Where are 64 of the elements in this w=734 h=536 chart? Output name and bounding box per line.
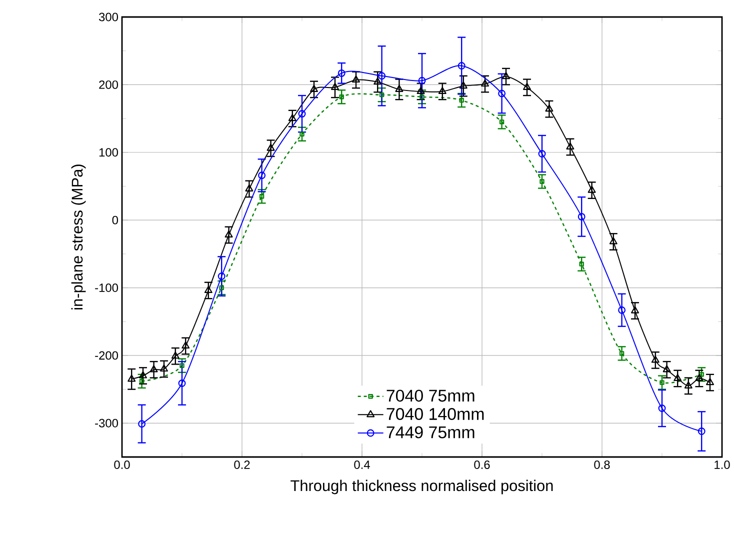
point [502,72,510,80]
point [674,374,682,382]
point [651,356,660,363]
point [258,172,266,180]
point [204,286,212,294]
point [588,186,596,193]
y-tick-label: -300 [95,418,118,428]
point [658,404,666,412]
point [631,306,640,314]
point [395,84,404,92]
point [128,374,136,382]
point [182,341,190,349]
point [266,144,275,151]
point [618,306,626,314]
x-tick-label: 0.0 [114,460,130,469]
point [523,82,532,90]
y-tick-label: -100 [95,284,118,292]
legend-label: 7040 140mm [386,408,484,420]
point [458,62,466,70]
point [538,150,546,158]
y-tick-label: 100 [99,148,118,157]
point [609,237,618,244]
point [578,212,586,220]
point [138,371,147,378]
point [171,352,180,359]
point [698,428,706,436]
point [498,90,506,98]
point [545,104,554,112]
point [662,365,671,372]
point [138,420,146,428]
point [684,381,692,388]
x-axis-title: Through thickness normalised position [290,480,553,494]
point [338,69,346,77]
y-tick-label: -200 [95,351,118,360]
point [352,75,360,82]
point [288,114,296,122]
point [706,378,714,386]
point [150,365,158,372]
point [160,364,168,372]
x-tick-label: 0.8 [594,460,610,469]
point [481,79,490,87]
legend-label: 7040 75mm [386,390,474,402]
x-tick-label: 0.2 [234,460,250,469]
y-tick-label: 300 [98,12,118,22]
x-tick-label: 0.4 [354,460,370,469]
point [310,84,318,92]
point [418,76,426,84]
y-tick-label: 0 [112,216,118,224]
y-axis-title: in-plane stress (MPa) [71,164,86,310]
y-tick-label: 200 [99,80,118,89]
point [298,110,306,118]
point [566,142,574,150]
x-tick-label: 0.6 [474,460,490,469]
point [224,230,233,238]
point [438,86,446,94]
x-tick-label: 1.0 [714,460,730,469]
point [374,77,382,85]
point [459,82,468,89]
point [245,184,254,192]
point [178,379,186,387]
point [218,272,226,280]
legend-label: 7449 75mm [386,426,474,438]
point [331,82,340,90]
point [416,86,425,94]
